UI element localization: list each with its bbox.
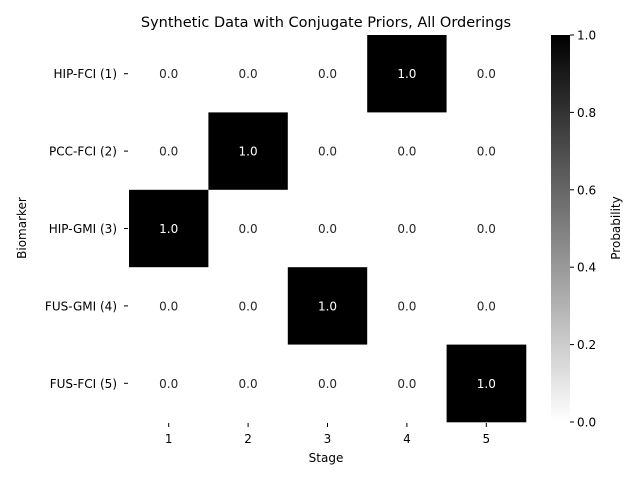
heatmap-cells [129, 35, 527, 423]
cell-value-label: 1.0 [239, 145, 258, 159]
colorbar-tick-label: 0.0 [577, 416, 596, 430]
x-axis: 1 2 3 4 5 [165, 423, 490, 446]
colorbar [551, 35, 570, 422]
cell-value-labels: 0.0 0.0 0.0 1.0 0.0 0.0 1.0 0.0 0.0 0.0 1.0 0.0 0.0 0… [159, 67, 496, 391]
heatmap-cell [129, 112, 209, 191]
heatmap-cell [287, 267, 368, 345]
y-axis-label: Biomarker [15, 197, 29, 259]
y-tick-label: FUS-GMI (4) [45, 299, 117, 313]
cell-value-label: 0.0 [397, 145, 416, 159]
colorbar-tick-label: 0.4 [577, 261, 596, 275]
y-axis: HIP-FCI (1) PCC-FCI (2) HIP-GMI (3) FUS-GMI… [45, 67, 128, 391]
heatmap-cell [287, 189, 368, 268]
heatmap-cell [446, 267, 527, 345]
heatmap-cell [129, 344, 209, 423]
cell-value-label: 0.0 [477, 67, 496, 81]
colorbar-tick-label: 1.0 [577, 29, 596, 43]
heatmap-cell [208, 189, 289, 268]
cell-value-label: 0.0 [397, 377, 416, 391]
heatmap-cell [446, 112, 527, 191]
heatmap-cell [129, 189, 209, 268]
heatmap-cell [208, 267, 289, 345]
heatmap-cell [367, 267, 447, 345]
cell-value-label: 0.0 [477, 299, 496, 313]
heatmap-cell [367, 189, 447, 268]
colorbar-ticks: 0.0 0.2 0.4 0.6 0.8 1.0 [570, 29, 596, 430]
heatmap-cell [287, 35, 368, 113]
cell-value-label: 0.0 [318, 377, 337, 391]
y-tick-label: HIP-FCI (1) [54, 67, 118, 81]
y-tick-label: FUS-FCI (5) [50, 377, 117, 391]
x-tick-label: 4 [403, 432, 411, 446]
y-tick-label: HIP-GMI (3) [49, 222, 117, 236]
x-tick-label: 5 [482, 432, 490, 446]
heatmap-cell [287, 112, 368, 191]
heatmap-cell [287, 344, 368, 423]
y-tick-label: PCC-FCI (2) [49, 145, 117, 159]
cell-value-label: 0.0 [159, 377, 178, 391]
cell-value-label: 1.0 [318, 299, 337, 313]
cell-value-label: 1.0 [397, 67, 416, 81]
heatmap-cell [208, 344, 289, 423]
cell-value-label: 0.0 [239, 377, 258, 391]
colorbar-label: Probability [609, 196, 623, 259]
cell-value-label: 0.0 [477, 145, 496, 159]
colorbar-tick-label: 0.8 [577, 106, 596, 120]
cell-value-label: 1.0 [159, 222, 178, 236]
cell-value-label: 0.0 [239, 222, 258, 236]
cell-value-label: 0.0 [397, 222, 416, 236]
colorbar-tick-label: 0.2 [577, 338, 596, 352]
heatmap-cell [446, 35, 527, 113]
cell-value-label: 0.0 [159, 145, 178, 159]
colorbar-tick-label: 0.6 [577, 183, 596, 197]
heatmap-cell [129, 35, 209, 113]
cell-value-label: 0.0 [397, 299, 416, 313]
cell-value-label: 0.0 [239, 67, 258, 81]
cell-value-label: 0.0 [318, 222, 337, 236]
x-axis-label: Stage [309, 451, 344, 465]
heatmap-cell [367, 344, 447, 423]
chart-title: Synthetic Data with Conjugate Priors, Al… [141, 15, 511, 31]
cell-value-label: 0.0 [477, 222, 496, 236]
x-tick-label: 1 [165, 432, 173, 446]
heatmap-cell [446, 344, 527, 423]
cell-value-label: 0.0 [318, 67, 337, 81]
cell-value-label: 0.0 [239, 299, 258, 313]
heatmap-cell [129, 267, 209, 345]
cell-value-label: 0.0 [159, 299, 178, 313]
heatmap-cell [208, 35, 289, 113]
cell-value-label: 1.0 [477, 377, 496, 391]
heatmap-cell [367, 35, 447, 113]
heatmap-cell [446, 189, 527, 268]
cell-value-label: 0.0 [159, 67, 178, 81]
x-tick-label: 2 [244, 432, 252, 446]
x-tick-label: 3 [324, 432, 332, 446]
cell-value-label: 0.0 [318, 145, 337, 159]
heatmap-cell [367, 112, 447, 191]
heatmap-cell [208, 112, 289, 191]
